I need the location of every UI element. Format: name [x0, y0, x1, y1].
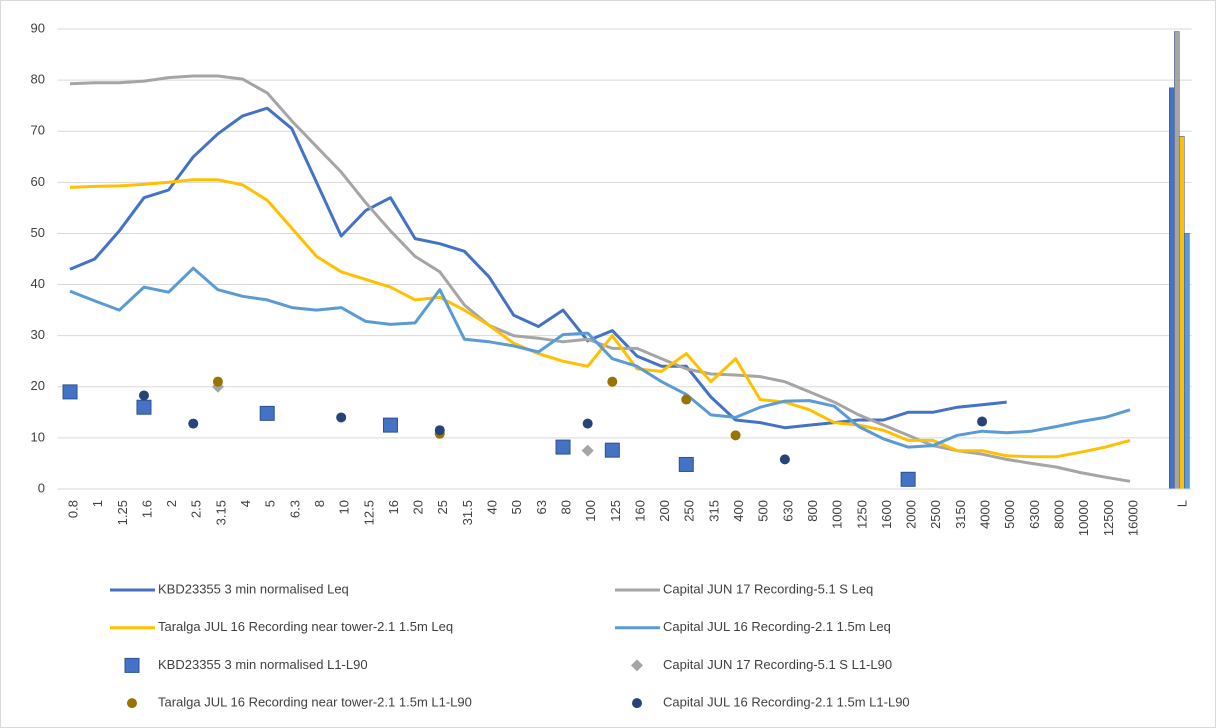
legend-label: Capital JUL 16 Recording-2.1 1.5m Leq [663, 619, 891, 634]
x-tick-label: 2500 [928, 500, 943, 529]
marker [138, 390, 149, 401]
y-tick-label: 30 [31, 327, 45, 342]
legend-label: KBD23355 3 min normalised Leq [158, 581, 349, 596]
y-tick-label: 90 [31, 20, 45, 35]
x-tick-label: 100 [583, 500, 598, 522]
x-tick-label: 1 [90, 500, 105, 507]
x-tick-label: 800 [805, 500, 820, 522]
x-tick-label: 2000 [904, 500, 919, 529]
y-tick-label: 40 [31, 276, 45, 291]
legend-marker [631, 659, 643, 672]
x-tick-label: 160 [632, 500, 647, 522]
legend-marker [632, 698, 642, 709]
x-tick-label: 5000 [1002, 500, 1017, 529]
marker [681, 394, 692, 405]
marker [582, 418, 593, 429]
x-tick-label: 16 [386, 500, 401, 514]
x-tick-label: 8 [312, 500, 327, 507]
x-tick-label: 250 [682, 500, 697, 522]
marker [259, 405, 275, 421]
x-tick-label: 630 [780, 500, 795, 522]
y-tick-label: 60 [31, 174, 45, 189]
legend-label: Taralga JUL 16 Recording near tower-2.1 … [158, 619, 453, 634]
x-tick-label: 80 [558, 500, 573, 514]
x-tick-label: 200 [657, 500, 672, 522]
legend-label: Capital JUL 16 Recording-2.1 1.5m L1-L90 [663, 695, 910, 710]
x-tick-label: 1.6 [139, 500, 154, 518]
x-tick-label: 50 [509, 500, 524, 514]
x-tick-label: 1600 [879, 500, 894, 529]
line-series [69, 178, 1131, 459]
x-tick-label: 3.15 [213, 500, 228, 525]
x-tick-label: 63 [534, 500, 549, 514]
x-tick-label: 6.3 [287, 500, 302, 518]
x-tick-label: 31.5 [460, 500, 475, 525]
y-tick-label: 70 [31, 123, 45, 138]
y-tick-label: 80 [31, 72, 45, 87]
bar [1169, 87, 1175, 490]
legend-label: KBD23355 3 min normalised L1-L90 [158, 657, 368, 672]
y-tick-label: 50 [31, 225, 45, 240]
marker [336, 412, 347, 423]
x-tick-label: 4000 [978, 500, 993, 529]
x-tick-label: 500 [756, 500, 771, 522]
bar [1179, 136, 1185, 490]
bar [1184, 233, 1190, 490]
x-tick-label: 315 [706, 500, 721, 522]
legend-label: Capital JUN 17 Recording-5.1 S Leq [663, 581, 873, 596]
marker [604, 442, 620, 458]
marker [382, 417, 398, 433]
marker [555, 439, 571, 455]
marker [136, 399, 152, 415]
x-tick-label: 125 [608, 500, 623, 522]
y-tick-label: 0 [38, 480, 45, 495]
marker [434, 425, 445, 436]
x-tick-label: 20 [411, 500, 426, 514]
x-tick-label: 12.5 [361, 500, 376, 525]
x-tick-label: 6300 [1027, 500, 1042, 529]
marker [607, 376, 618, 387]
x-tick-label: 12500 [1101, 500, 1116, 536]
x-tick-label: 1.25 [115, 500, 130, 525]
x-tick-label: 5 [263, 500, 278, 507]
x-tick-label: 25 [435, 500, 450, 514]
marker [730, 430, 741, 441]
marker [188, 418, 199, 429]
x-tick-label: 400 [731, 500, 746, 522]
x-tick-label: 2.5 [189, 500, 204, 518]
x-tick-label: 4 [238, 500, 253, 507]
x-tick-label: 2 [164, 500, 179, 507]
y-tick-label: 20 [31, 378, 45, 393]
bar [1174, 31, 1180, 490]
x-tick-label: 3150 [953, 500, 968, 529]
x-tick-label: L [1175, 500, 1190, 507]
legend-marker [124, 657, 140, 673]
legend-marker [127, 698, 137, 709]
marker [212, 376, 223, 387]
marker [62, 384, 78, 400]
x-tick-label: 10 [337, 500, 352, 514]
marker [678, 456, 694, 472]
x-tick-label: 1000 [830, 500, 845, 529]
marker [779, 454, 790, 465]
legend-label: Capital JUN 17 Recording-5.1 S L1-L90 [663, 657, 892, 672]
x-tick-label: 40 [485, 500, 500, 514]
marker [977, 416, 988, 427]
legend-label: Taralga JUL 16 Recording near tower-2.1 … [158, 695, 472, 710]
x-tick-label: 16000 [1125, 500, 1140, 536]
x-tick-label: 10000 [1076, 500, 1091, 536]
line-series [69, 266, 1131, 449]
y-tick-label: 10 [31, 429, 45, 444]
marker [900, 471, 916, 487]
x-tick-label: 0.8 [65, 500, 80, 518]
x-tick-label: 8000 [1051, 500, 1066, 529]
x-tick-label: 1250 [854, 500, 869, 529]
marker [581, 444, 594, 457]
